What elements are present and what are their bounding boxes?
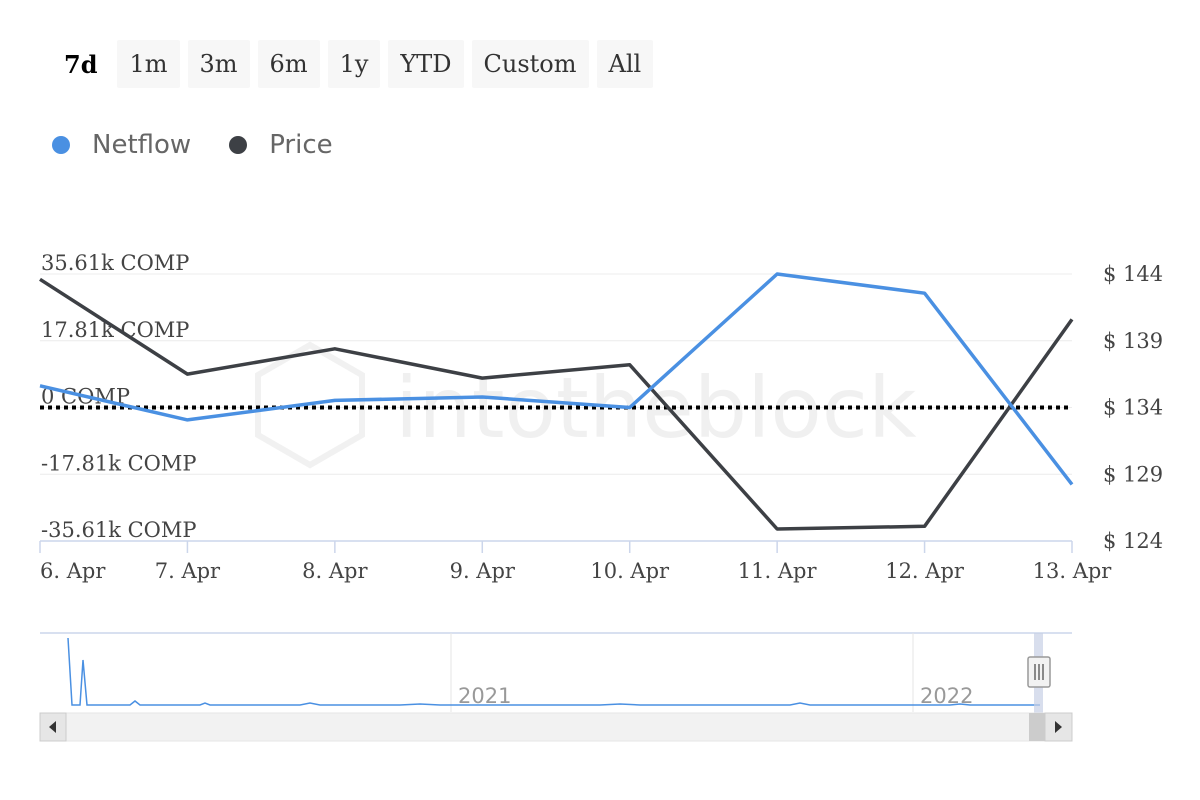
series-lines (39, 272, 1074, 531)
scroll-right-arrow-icon (1055, 721, 1062, 733)
range-1m-button[interactable]: 1m (117, 40, 180, 88)
left-axis-tick-label: -17.81k COMP (41, 451, 197, 475)
scrollbar-track[interactable] (39, 712, 1073, 742)
watermark-logo-icon (255, 341, 365, 469)
range-selector: 7d 1m 3m 6m 1y YTD Custom All (52, 40, 654, 88)
series-line-price (39, 277, 1074, 531)
x-axis-tick-label: 7. Apr (155, 559, 221, 583)
navigator-series-line (67, 637, 1040, 706)
navigator-label-2021: 2021 (458, 684, 511, 708)
right-axis-tick-label: $ 124 (1103, 529, 1163, 553)
range-7d-button[interactable]: 7d (52, 40, 109, 88)
x-axis-tick-label: 11. Apr (738, 559, 818, 583)
range-ytd-button[interactable]: YTD (388, 40, 464, 88)
navigator-scrollbar[interactable] (39, 712, 1073, 742)
chart-legend: Netflow Price (52, 130, 333, 160)
right-axis-tick-label: $ 139 (1103, 329, 1163, 353)
range-all-button[interactable]: All (596, 40, 654, 88)
legend-label-price: Price (269, 130, 333, 160)
range-6m-button[interactable]: 6m (257, 40, 320, 88)
scroll-left-arrow-icon (49, 721, 56, 733)
right-axis-tick-label: $ 134 (1103, 396, 1163, 420)
x-axis-tick-label: 12. Apr (885, 559, 965, 583)
right-axis-tick-label: $ 144 (1103, 262, 1163, 286)
left-axis-tick-label: 35.61k COMP (41, 251, 189, 275)
legend-item-price[interactable]: Price (229, 130, 333, 160)
x-axis-tick-label: 9. Apr (450, 559, 516, 583)
range-1y-button[interactable]: 1y (327, 40, 381, 88)
x-axis-tick-label: 10. Apr (590, 559, 670, 583)
x-axis-tick-label: 6. Apr (40, 559, 106, 583)
navigator: 2021 2022 (40, 632, 1072, 713)
right-axis-tick-label: $ 129 (1103, 462, 1163, 486)
scrollbar-thumb[interactable] (1029, 713, 1045, 741)
series-line-netflow (39, 272, 1074, 486)
legend-item-netflow[interactable]: Netflow (52, 130, 191, 160)
legend-dot-netflow (52, 136, 70, 154)
x-axis-tick-label: 13. Apr (1033, 559, 1113, 583)
x-axis-tick-label: 8. Apr (302, 559, 368, 583)
left-axis-tick-label: -35.61k COMP (41, 518, 197, 542)
legend-label-netflow: Netflow (92, 130, 192, 160)
legend-dot-price (229, 136, 248, 154)
range-custom-button[interactable]: Custom (471, 40, 589, 88)
left-axis-tick-label: 17.81k COMP (41, 318, 189, 342)
range-3m-button[interactable]: 3m (187, 40, 250, 88)
